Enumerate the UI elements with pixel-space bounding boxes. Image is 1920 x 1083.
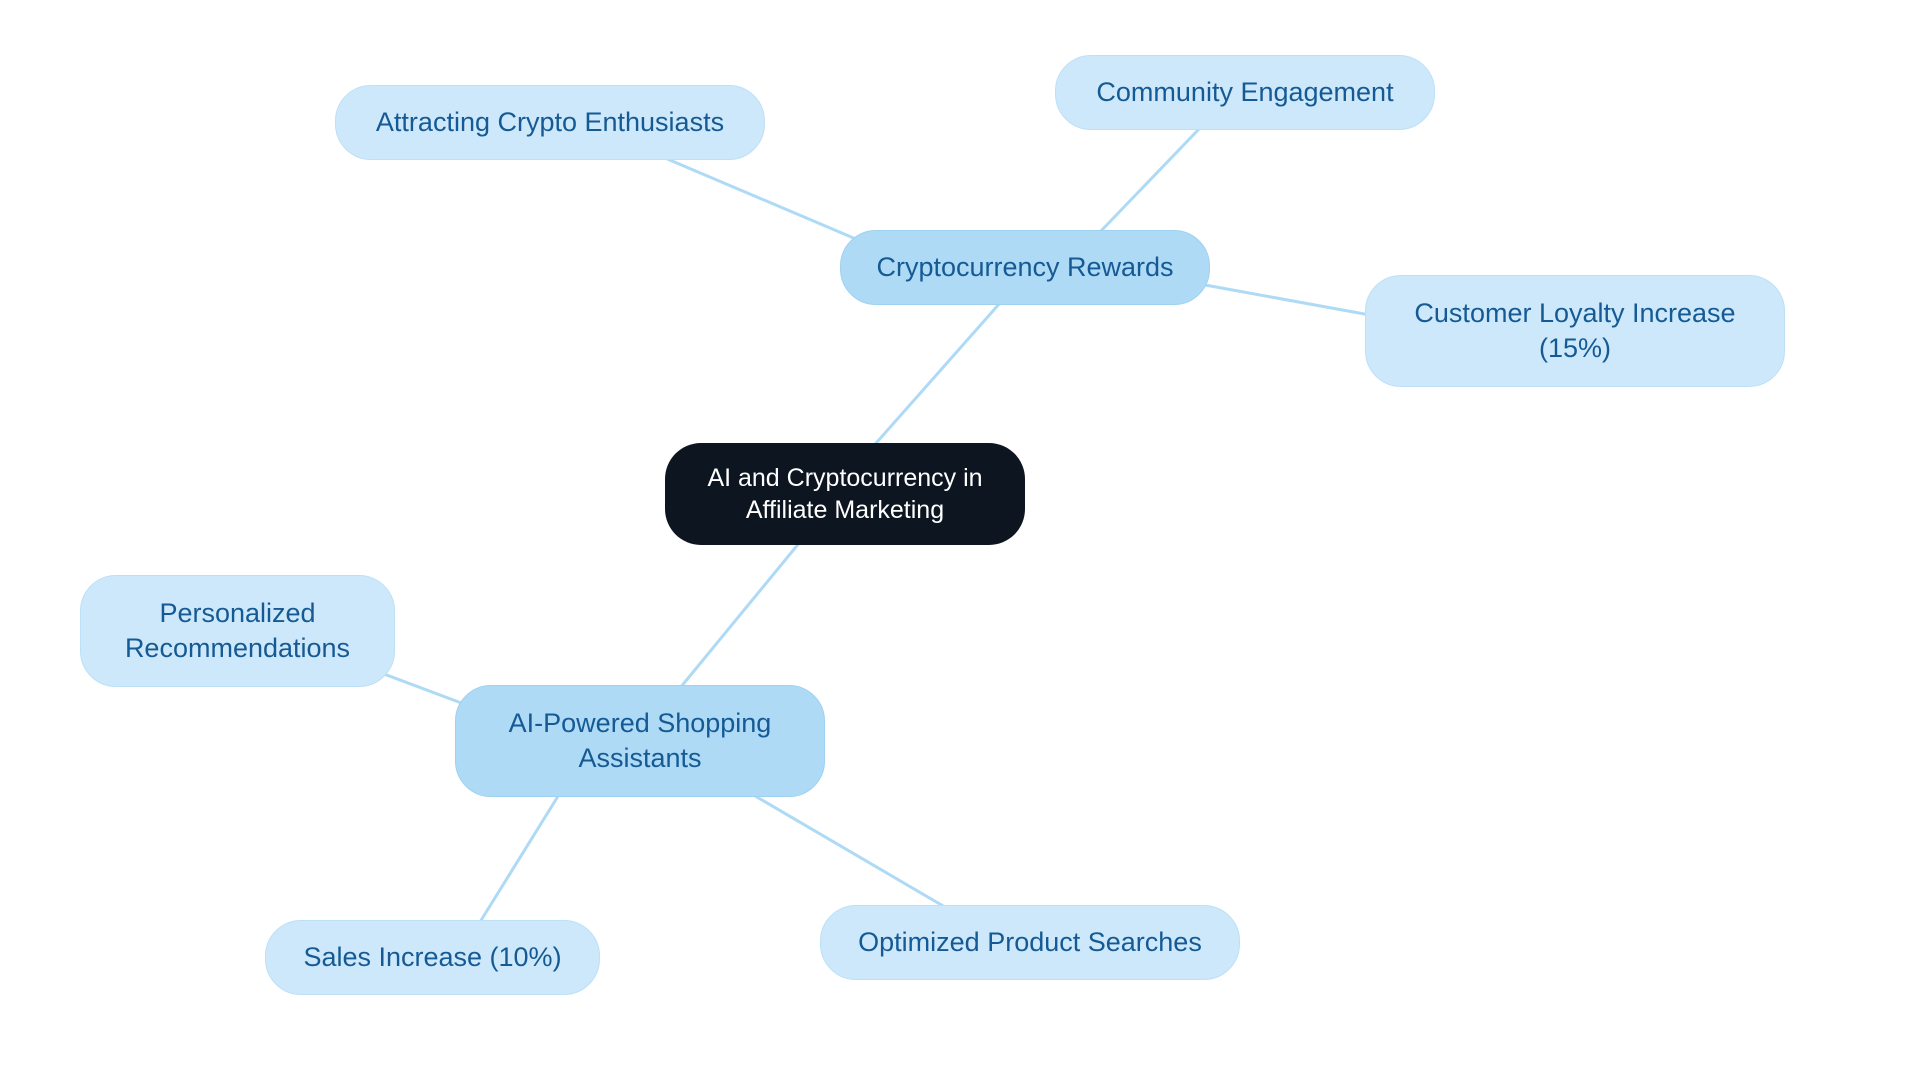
node-ai-assistants: AI-Powered Shopping Assistants	[455, 685, 825, 797]
node-customer-loyalty-label: Customer Loyalty Increase (15%)	[1394, 296, 1756, 366]
node-attracting-enthusiasts-label: Attracting Crypto Enthusiasts	[376, 105, 724, 140]
node-crypto-rewards: Cryptocurrency Rewards	[840, 230, 1210, 305]
node-optimized-searches-label: Optimized Product Searches	[858, 925, 1202, 960]
node-attracting-enthusiasts: Attracting Crypto Enthusiasts	[335, 85, 765, 160]
edge-root-crypto	[870, 303, 1000, 450]
edge-crypto-attract	[665, 158, 870, 245]
edge-crypto-loyalty	[1205, 285, 1370, 315]
node-ai-assistants-label: AI-Powered Shopping Assistants	[484, 706, 796, 776]
node-sales-increase-label: Sales Increase (10%)	[303, 940, 561, 975]
edge-ai-optimized	[750, 793, 950, 910]
mindmap-canvas: AI and Cryptocurrency in Affiliate Marke…	[0, 0, 1920, 1083]
node-personalized-recs-label: Personalized Recommendations	[109, 596, 366, 666]
edge-root-ai	[680, 542, 800, 688]
node-personalized-recs: Personalized Recommendations	[80, 575, 395, 687]
node-sales-increase: Sales Increase (10%)	[265, 920, 600, 995]
node-community-engagement: Community Engagement	[1055, 55, 1435, 130]
edge-ai-sales	[480, 793, 560, 922]
node-optimized-searches: Optimized Product Searches	[820, 905, 1240, 980]
node-root-label: AI and Cryptocurrency in Affiliate Marke…	[693, 462, 997, 527]
node-crypto-rewards-label: Cryptocurrency Rewards	[876, 250, 1173, 285]
edge-crypto-community	[1100, 128, 1200, 232]
node-community-engagement-label: Community Engagement	[1096, 75, 1393, 110]
node-root: AI and Cryptocurrency in Affiliate Marke…	[665, 443, 1025, 545]
node-customer-loyalty: Customer Loyalty Increase (15%)	[1365, 275, 1785, 387]
